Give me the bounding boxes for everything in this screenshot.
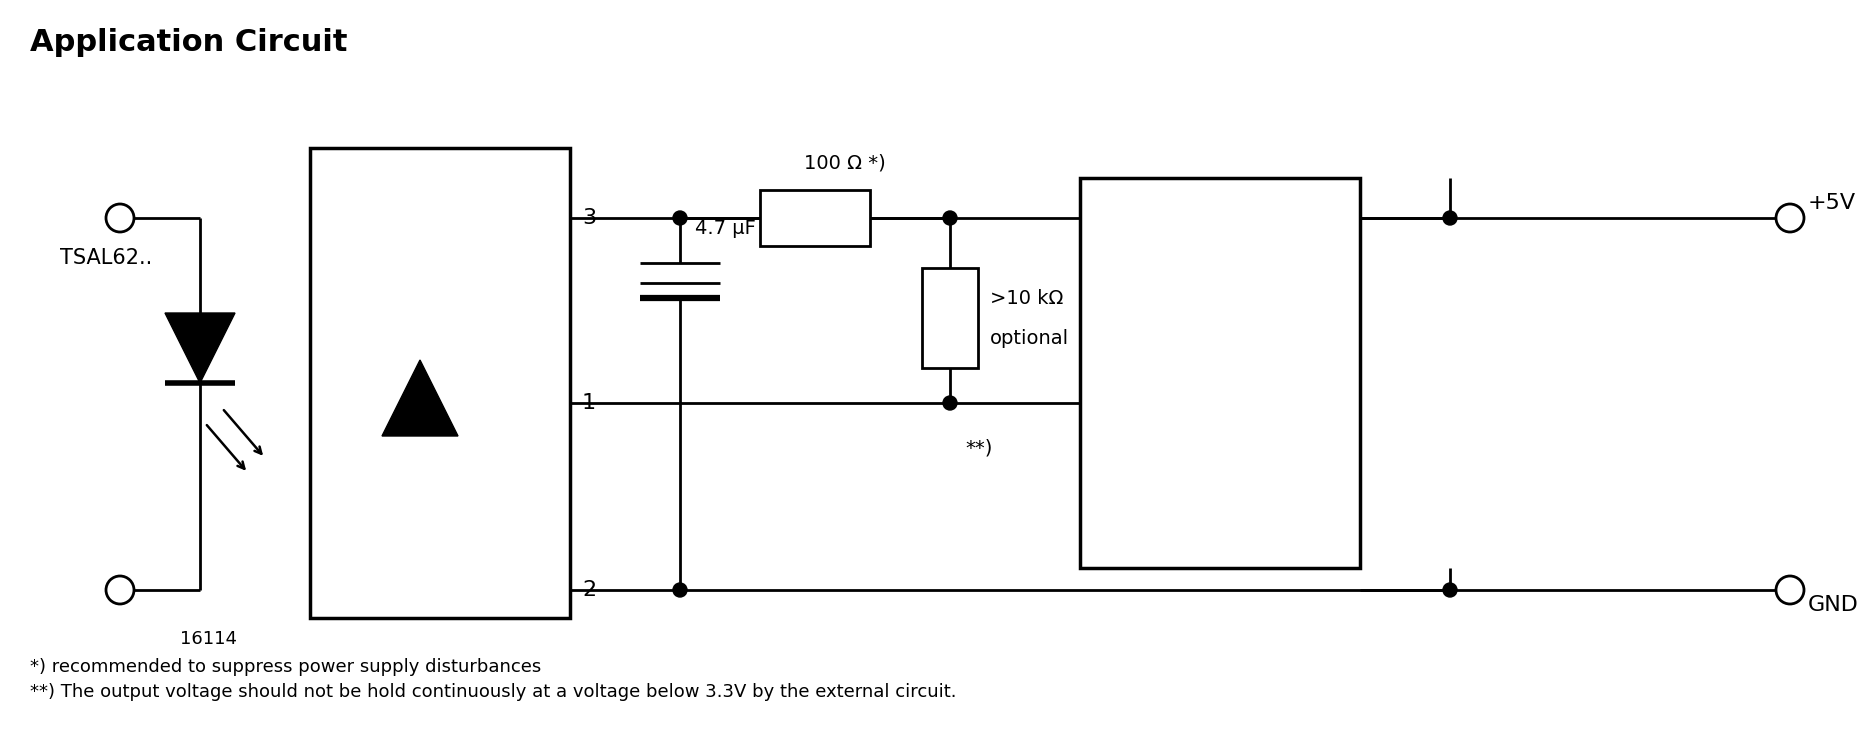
Polygon shape	[164, 313, 235, 383]
Bar	[1080, 178, 1360, 568]
Circle shape	[1442, 583, 1457, 597]
Polygon shape	[383, 360, 457, 436]
Text: optional: optional	[991, 328, 1069, 348]
Text: Application Circuit: Application Circuit	[30, 28, 347, 57]
Circle shape	[1776, 204, 1804, 232]
Circle shape	[674, 211, 687, 225]
Text: 100 Ω *): 100 Ω *)	[804, 154, 886, 173]
Text: GND: GND	[1808, 595, 1859, 615]
Text: *) recommended to suppress power supply disturbances: *) recommended to suppress power supply …	[30, 658, 541, 676]
Text: TSAL62..: TSAL62..	[60, 248, 153, 268]
Circle shape	[106, 576, 134, 604]
Bar	[922, 268, 978, 368]
Text: >10 kΩ: >10 kΩ	[991, 289, 1064, 308]
Text: 3: 3	[582, 208, 595, 228]
Circle shape	[1776, 576, 1804, 604]
Bar	[310, 148, 569, 618]
Text: 4.7 μF *): 4.7 μF *)	[694, 218, 780, 238]
Text: 16114: 16114	[179, 630, 237, 648]
Text: TSOP48..: TSOP48..	[390, 208, 491, 228]
Text: **) The output voltage should not be hold continuously at a voltage below 3.3V b: **) The output voltage should not be hol…	[30, 683, 957, 701]
Text: 1: 1	[582, 393, 595, 413]
Text: **): **)	[965, 438, 993, 458]
Text: 2: 2	[582, 580, 595, 600]
Circle shape	[106, 204, 134, 232]
Circle shape	[942, 396, 957, 410]
Bar	[759, 190, 870, 246]
Circle shape	[674, 583, 687, 597]
Text: μC: μC	[1202, 359, 1239, 387]
Circle shape	[942, 211, 957, 225]
Text: +5V: +5V	[1808, 193, 1857, 213]
Circle shape	[1442, 211, 1457, 225]
